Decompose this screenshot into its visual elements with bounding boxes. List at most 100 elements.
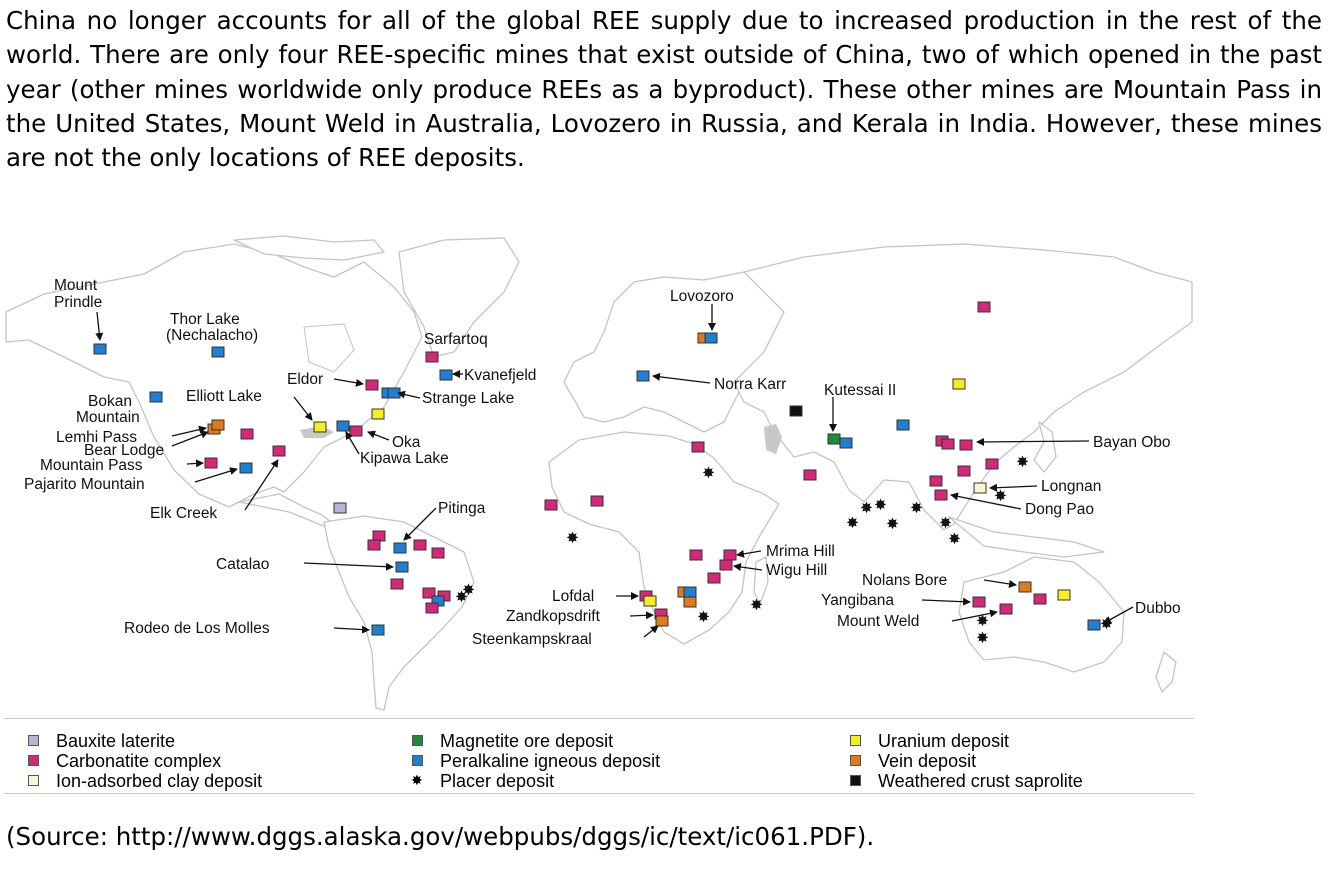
legend-label: Ion-adsorbed clay deposit xyxy=(56,771,263,791)
landmass-australia xyxy=(958,556,1125,673)
label-longnan: Longnan xyxy=(1041,478,1101,495)
marker-weathered-kazakhstan xyxy=(789,405,803,417)
leader-lines xyxy=(95,304,1134,638)
legend-label: Vein deposit xyxy=(878,751,977,771)
legend-label: Uranium deposit xyxy=(878,731,1010,751)
place-labels: Mount Prindle Thor Lake (Nechalacho) Sar… xyxy=(24,277,1181,648)
label-mount-prindle-1: Mount xyxy=(54,277,98,294)
label-thor-lake-1: Thor Lake xyxy=(170,311,240,328)
landmass-greenland xyxy=(398,237,520,358)
placer-korea: ✸ xyxy=(1016,454,1029,471)
marker-uranium-australia xyxy=(1057,589,1071,601)
label-catalao: Catalao xyxy=(216,556,269,573)
legend-label: Bauxite laterite xyxy=(56,731,176,751)
legend-label: Placer deposit xyxy=(440,771,555,791)
label-lofdal: Lofdal xyxy=(552,588,594,605)
label-elliott-lake: Elliott Lake xyxy=(186,388,262,405)
marker-carbonatite-east-africa-2 xyxy=(707,572,721,584)
marker-carbonatite-yangibana xyxy=(972,596,986,608)
label-wigu-hill: Wigu Hill xyxy=(766,562,827,579)
label-lemhi-pass: Lemhi Pass xyxy=(56,429,137,446)
landmass-arctic-islands xyxy=(233,235,385,261)
marker-carbonatite-dong-pao xyxy=(934,489,948,501)
marker-peralkaline-thor-lake xyxy=(211,346,225,358)
swatch-magnetite xyxy=(412,735,423,746)
marker-carbonatite-mount-weld xyxy=(999,603,1013,615)
label-eldor: Eldor xyxy=(287,371,323,388)
marker-carbonatite-sa-4 xyxy=(431,547,445,559)
marker-carbonatite-turkey xyxy=(691,441,705,453)
marker-carbonatite-sa-3 xyxy=(413,539,427,551)
marker-carbonatite-bayan-obo-3 xyxy=(959,439,973,451)
label-dong-pao: Dong Pao xyxy=(1025,501,1094,518)
caspian-sea xyxy=(764,424,782,454)
marker-peralkaline-catalao xyxy=(395,561,409,573)
marker-peralkaline-rodeo xyxy=(371,624,385,636)
label-zandkopsdrift: Zandkopsdrift xyxy=(506,608,601,625)
marker-carbonatite-china-1 xyxy=(985,458,999,470)
marker-carbonatite-oka xyxy=(349,425,363,437)
marker-peralkaline-bokan xyxy=(149,391,163,403)
marker-carbonatite-mountain-pass xyxy=(204,457,218,469)
label-norra-karr: Norra Karr xyxy=(714,376,786,393)
swatch-ion-clay xyxy=(28,775,39,786)
marker-carbonatite-sa-9 xyxy=(425,602,439,614)
marker-peralkaline-pitinga xyxy=(393,542,407,554)
label-sarfartoq: Sarfartoq xyxy=(424,331,488,348)
placer-australia-2: ✸ xyxy=(976,630,989,647)
marker-peralkaline-southern-africa xyxy=(683,586,697,598)
swatch-peralkaline xyxy=(412,755,423,766)
marker-carbonatite-sweden xyxy=(977,301,991,313)
world-map: ✸ ✸ ✸ ✸ ✸ ✸ ✸ ✸ ✸ ✸ ✸ ✸ ✸ ✸ ✸ ✸ ✸ ✸ xyxy=(5,235,1193,711)
swatch-vein xyxy=(850,755,861,766)
marker-ion-clay-longnan xyxy=(973,482,987,494)
marker-uranium-quebec xyxy=(371,408,385,420)
label-thor-lake-2: (Nechalacho) xyxy=(166,327,258,344)
placer-sea-2: ✸ xyxy=(939,515,952,532)
placer-india-2: ✸ xyxy=(860,500,873,517)
label-bokan-2: Mountain xyxy=(76,409,140,426)
placer-sea-3: ✸ xyxy=(910,500,923,517)
label-kvanefjeld: Kvanefjeld xyxy=(464,367,536,384)
placer-west-africa: ✸ xyxy=(566,530,579,547)
marker-carbonatite-china-3 xyxy=(929,475,943,487)
marker-carbonatite-sa-5 xyxy=(390,578,404,590)
marker-peralkaline-mongolia xyxy=(896,419,910,431)
placer-sri-lanka: ✸ xyxy=(886,516,899,533)
legend-label: Weathered crust saprolite xyxy=(878,771,1083,791)
label-pajarito-mountain: Pajarito Mountain xyxy=(24,476,145,493)
legend-label: Peralkaline igneous deposit xyxy=(440,751,661,771)
label-mountain-pass: Mountain Pass xyxy=(40,457,143,474)
label-mount-prindle-2: Prindle xyxy=(54,294,102,311)
marker-carbonatite-east-africa-1 xyxy=(689,549,703,561)
marker-vein-southern-africa-2 xyxy=(683,596,697,608)
label-mrima-hill: Mrima Hill xyxy=(766,543,835,560)
marker-peralkaline-dubbo xyxy=(1087,619,1101,631)
placer-india-3: ✸ xyxy=(874,497,887,514)
placer-star-icon: ✸ xyxy=(411,772,423,788)
swatch-carbonatite xyxy=(28,755,39,766)
marker-carbonatite-eldor xyxy=(365,379,379,391)
landmass-north-america xyxy=(5,243,423,508)
placer-sea-1: ✸ xyxy=(948,531,961,548)
placer-china-coast: ✸ xyxy=(994,488,1007,505)
marker-carbonatite-west-africa-1 xyxy=(544,499,558,511)
marker-uranium-siberia xyxy=(952,378,966,390)
landmass-africa xyxy=(548,431,780,645)
placer-australia-1: ✸ xyxy=(976,613,989,630)
intro-paragraph: China no longer accounts for all of the … xyxy=(6,6,1322,173)
marker-carbonatite-sarfartoq xyxy=(425,351,439,363)
hudson-bay xyxy=(303,323,355,373)
label-lovozoro: Lovozoro xyxy=(670,288,734,305)
label-elk-creek: Elk Creek xyxy=(150,505,217,522)
legend-label: Carbonatite complex xyxy=(56,751,222,771)
marker-vein-steenkampskraal xyxy=(655,615,669,627)
landmass-south-america xyxy=(323,515,475,711)
label-dubbo: Dubbo xyxy=(1135,600,1181,617)
marker-carbonatite-china-2 xyxy=(957,465,971,477)
marker-carbonatite-mrima-hill xyxy=(723,549,737,561)
marker-carbonatite-bayan-obo-2 xyxy=(941,438,955,450)
marker-peralkaline-mount-prindle xyxy=(93,343,107,355)
label-bayan-obo: Bayan Obo xyxy=(1093,434,1171,451)
marker-carbonatite-australia-1 xyxy=(1033,593,1047,605)
